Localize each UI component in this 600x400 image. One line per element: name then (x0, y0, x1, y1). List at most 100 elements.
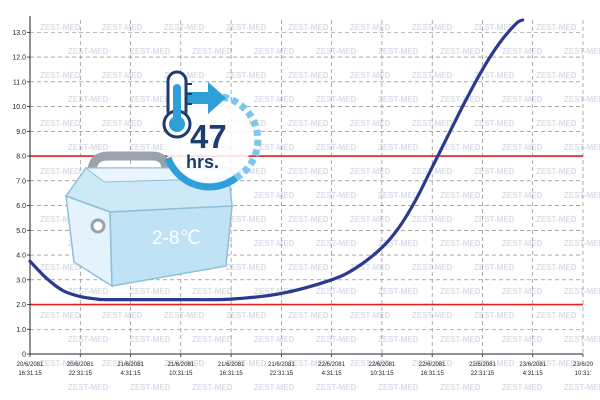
watermark-text: ZEST-MED (316, 239, 357, 248)
watermark-text: ZEST-MED (164, 359, 205, 368)
watermark-text: ZEST-MED (440, 287, 481, 296)
watermark-text: ZEST-MED (288, 215, 329, 224)
watermark-text: ZEST-MED (316, 47, 357, 56)
watermark-text: ZEST-MED (378, 47, 419, 56)
y-axis-ticks: 0 1.0 2.0 3.0 4.0 5.0 6.0 7.0 8.0 9.0 10.0 11.0 12.0… (12, 30, 30, 359)
hours-unit-label: hrs. (186, 152, 219, 172)
watermark-text: ZEST-MED (40, 215, 81, 224)
watermark-text: ZEST-MED (40, 71, 81, 80)
temperature-range-label: 2-8℃ (152, 228, 201, 249)
watermark-text: ZEST-MED (502, 383, 543, 392)
watermark-text: ZEST-MED (102, 359, 143, 368)
x-tick-label-date: 23/6/20 (573, 362, 594, 368)
x-tick-label-time: 22:31:15 (270, 371, 294, 377)
watermark-text: ZEST-MED (68, 287, 109, 296)
watermark-text: ZEST-MED (40, 311, 81, 320)
watermark-text: ZEST-MED (440, 191, 481, 200)
watermark-text: ZEST-MED (378, 287, 419, 296)
watermark-text: ZEST-MED (564, 239, 600, 248)
watermark-text: ZEST-MED (254, 95, 295, 104)
watermark-text: ZEST-MED (350, 23, 391, 32)
watermark-text: ZEST-MED (536, 263, 577, 272)
watermark-text: ZEST-MED (254, 47, 295, 56)
watermark-text: ZEST-MED (440, 143, 481, 152)
watermark-text: ZEST-MED (226, 311, 267, 320)
y-tick-label: 6.0 (16, 203, 26, 210)
x-tick-label-date: 22/6/2081 (318, 362, 345, 368)
watermark-text: ZEST-MED (350, 215, 391, 224)
watermark-text: ZEST-MED (564, 191, 600, 200)
watermark-text: ZEST-MED (536, 167, 577, 176)
watermark-text: ZEST-MED (412, 167, 453, 176)
timer-ring-solid (164, 156, 239, 191)
watermark-text: ZEST-MED (378, 191, 419, 200)
watermark-text: ZEST-MED (412, 359, 453, 368)
watermark-text: ZEST-MED (502, 287, 543, 296)
watermark-text: ZEST-MED (350, 71, 391, 80)
x-tick-label-time: 4:31:15 (322, 371, 343, 377)
watermark-text: ZEST-MED (474, 311, 515, 320)
watermark-text: ZEST-MED (536, 119, 577, 128)
watermark-text: ZEST-MED (288, 359, 329, 368)
y-tick-label: 7.0 (16, 178, 26, 185)
cooler-handle-pivot (90, 218, 106, 234)
watermark-text: ZEST-MED (378, 239, 419, 248)
watermark-text: ZEST-MED (536, 215, 577, 224)
watermark-text: ZEST-MED (536, 311, 577, 320)
watermark-text: ZEST-MED (502, 95, 543, 104)
x-tick-label-time: 4:31:15 (121, 371, 142, 377)
watermark-text: ZEST-MED (68, 47, 109, 56)
watermark-text: ZEST-MED (316, 191, 357, 200)
y-tick-label: 12.0 (12, 55, 26, 62)
watermark-text: ZEST-MED (350, 311, 391, 320)
watermark-text: ZEST-MED (226, 215, 267, 224)
y-tick-label: 3.0 (16, 277, 26, 284)
watermark-text: ZEST-MED (378, 143, 419, 152)
watermark-text: ZEST-MED (536, 23, 577, 32)
watermark-text: ZEST-MED (288, 71, 329, 80)
watermark-text: ZEST-MED (316, 287, 357, 296)
watermark-text: ZEST-MED (378, 383, 419, 392)
watermark-text: ZEST-MED (102, 23, 143, 32)
watermark-text: ZEST-MED (440, 95, 481, 104)
watermark-text: ZEST-MED (350, 263, 391, 272)
watermark-text: ZEST-MED (474, 263, 515, 272)
x-tick-label-time: 16:31:15 (219, 371, 243, 377)
watermark-text: ZEST-MED (130, 383, 171, 392)
watermark-text: ZEST-MED (564, 143, 600, 152)
watermark-text: ZEST-MED (226, 23, 267, 32)
watermark-text: ZEST-MED (502, 239, 543, 248)
y-tick-label: 13.0 (12, 30, 26, 37)
watermark-text: ZEST-MED (474, 215, 515, 224)
watermark-text: ZEST-MED (226, 359, 267, 368)
watermark-text: ZEST-MED (378, 95, 419, 104)
watermark-text: ZEST-MED (192, 47, 233, 56)
cooler-handle-icon (87, 151, 171, 233)
watermark-text: ZEST-MED (40, 119, 81, 128)
watermark-text: ZEST-MED (288, 311, 329, 320)
watermark-text: ZEST-MED (288, 167, 329, 176)
x-tick-label-date: 21/6/2081 (167, 362, 194, 368)
watermark-text: ZEST-MED (350, 359, 391, 368)
watermark-text: ZEST-MED (254, 191, 295, 200)
watermark-text: ZEST-MED (440, 239, 481, 248)
watermark-text: ZEST-MED (192, 383, 233, 392)
watermark-text: ZEST-MED (564, 335, 600, 344)
watermark-text: ZEST-MED (130, 143, 171, 152)
y-tick-label: 10.0 (12, 104, 26, 111)
watermark-text: ZEST-MED (288, 23, 329, 32)
watermark-text: ZEST-MED (192, 287, 233, 296)
x-tick-label-date: 23/6/2081 (519, 362, 546, 368)
watermark-text: ZEST-MED (254, 239, 295, 248)
hours-number: 47 (190, 118, 227, 155)
watermark-text: ZEST-MED (440, 47, 481, 56)
watermark-text: ZEST-MED (288, 263, 329, 272)
watermark-text: ZEST-MED (226, 71, 267, 80)
watermark-text: ZEST-MED (502, 143, 543, 152)
watermark-text: ZEST-MED (40, 359, 81, 368)
x-tick-label-time: 16:31:15 (18, 371, 42, 377)
x-tick-label-date: 21/6/2081 (218, 362, 245, 368)
y-tick-label: 0 (22, 352, 26, 359)
y-tick-label: 11.0 (13, 79, 26, 86)
watermark-text: ZEST-MED (288, 119, 329, 128)
